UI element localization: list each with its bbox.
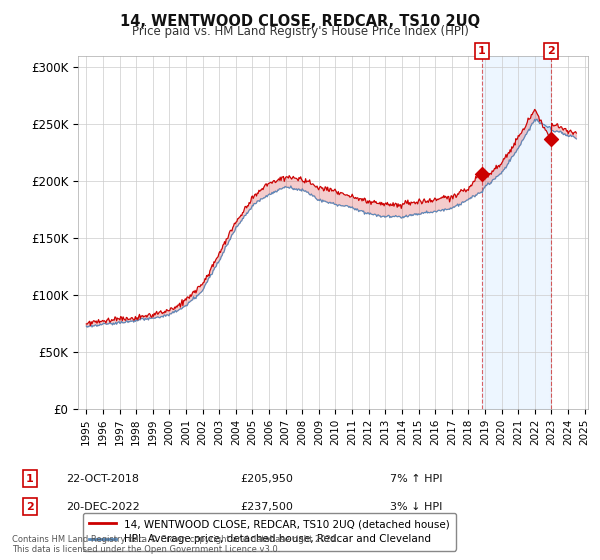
Legend: 14, WENTWOOD CLOSE, REDCAR, TS10 2UQ (detached house), HPI: Average price, detac: 14, WENTWOOD CLOSE, REDCAR, TS10 2UQ (de… — [83, 513, 456, 550]
Text: 20-DEC-2022: 20-DEC-2022 — [66, 502, 140, 512]
Point — [546, 134, 556, 143]
Text: 1: 1 — [26, 474, 34, 484]
Text: 2: 2 — [26, 502, 34, 512]
Text: Contains HM Land Registry data © Crown copyright and database right 2024.
This d: Contains HM Land Registry data © Crown c… — [12, 535, 338, 554]
Text: Price paid vs. HM Land Registry's House Price Index (HPI): Price paid vs. HM Land Registry's House … — [131, 25, 469, 38]
Point — [477, 170, 487, 179]
Text: 22-OCT-2018: 22-OCT-2018 — [66, 474, 139, 484]
Text: 1: 1 — [478, 46, 486, 56]
Text: 3% ↓ HPI: 3% ↓ HPI — [390, 502, 442, 512]
Text: 14, WENTWOOD CLOSE, REDCAR, TS10 2UQ: 14, WENTWOOD CLOSE, REDCAR, TS10 2UQ — [120, 14, 480, 29]
Text: 2: 2 — [547, 46, 555, 56]
Text: £237,500: £237,500 — [240, 502, 293, 512]
Text: 7% ↑ HPI: 7% ↑ HPI — [390, 474, 443, 484]
Text: £205,950: £205,950 — [240, 474, 293, 484]
